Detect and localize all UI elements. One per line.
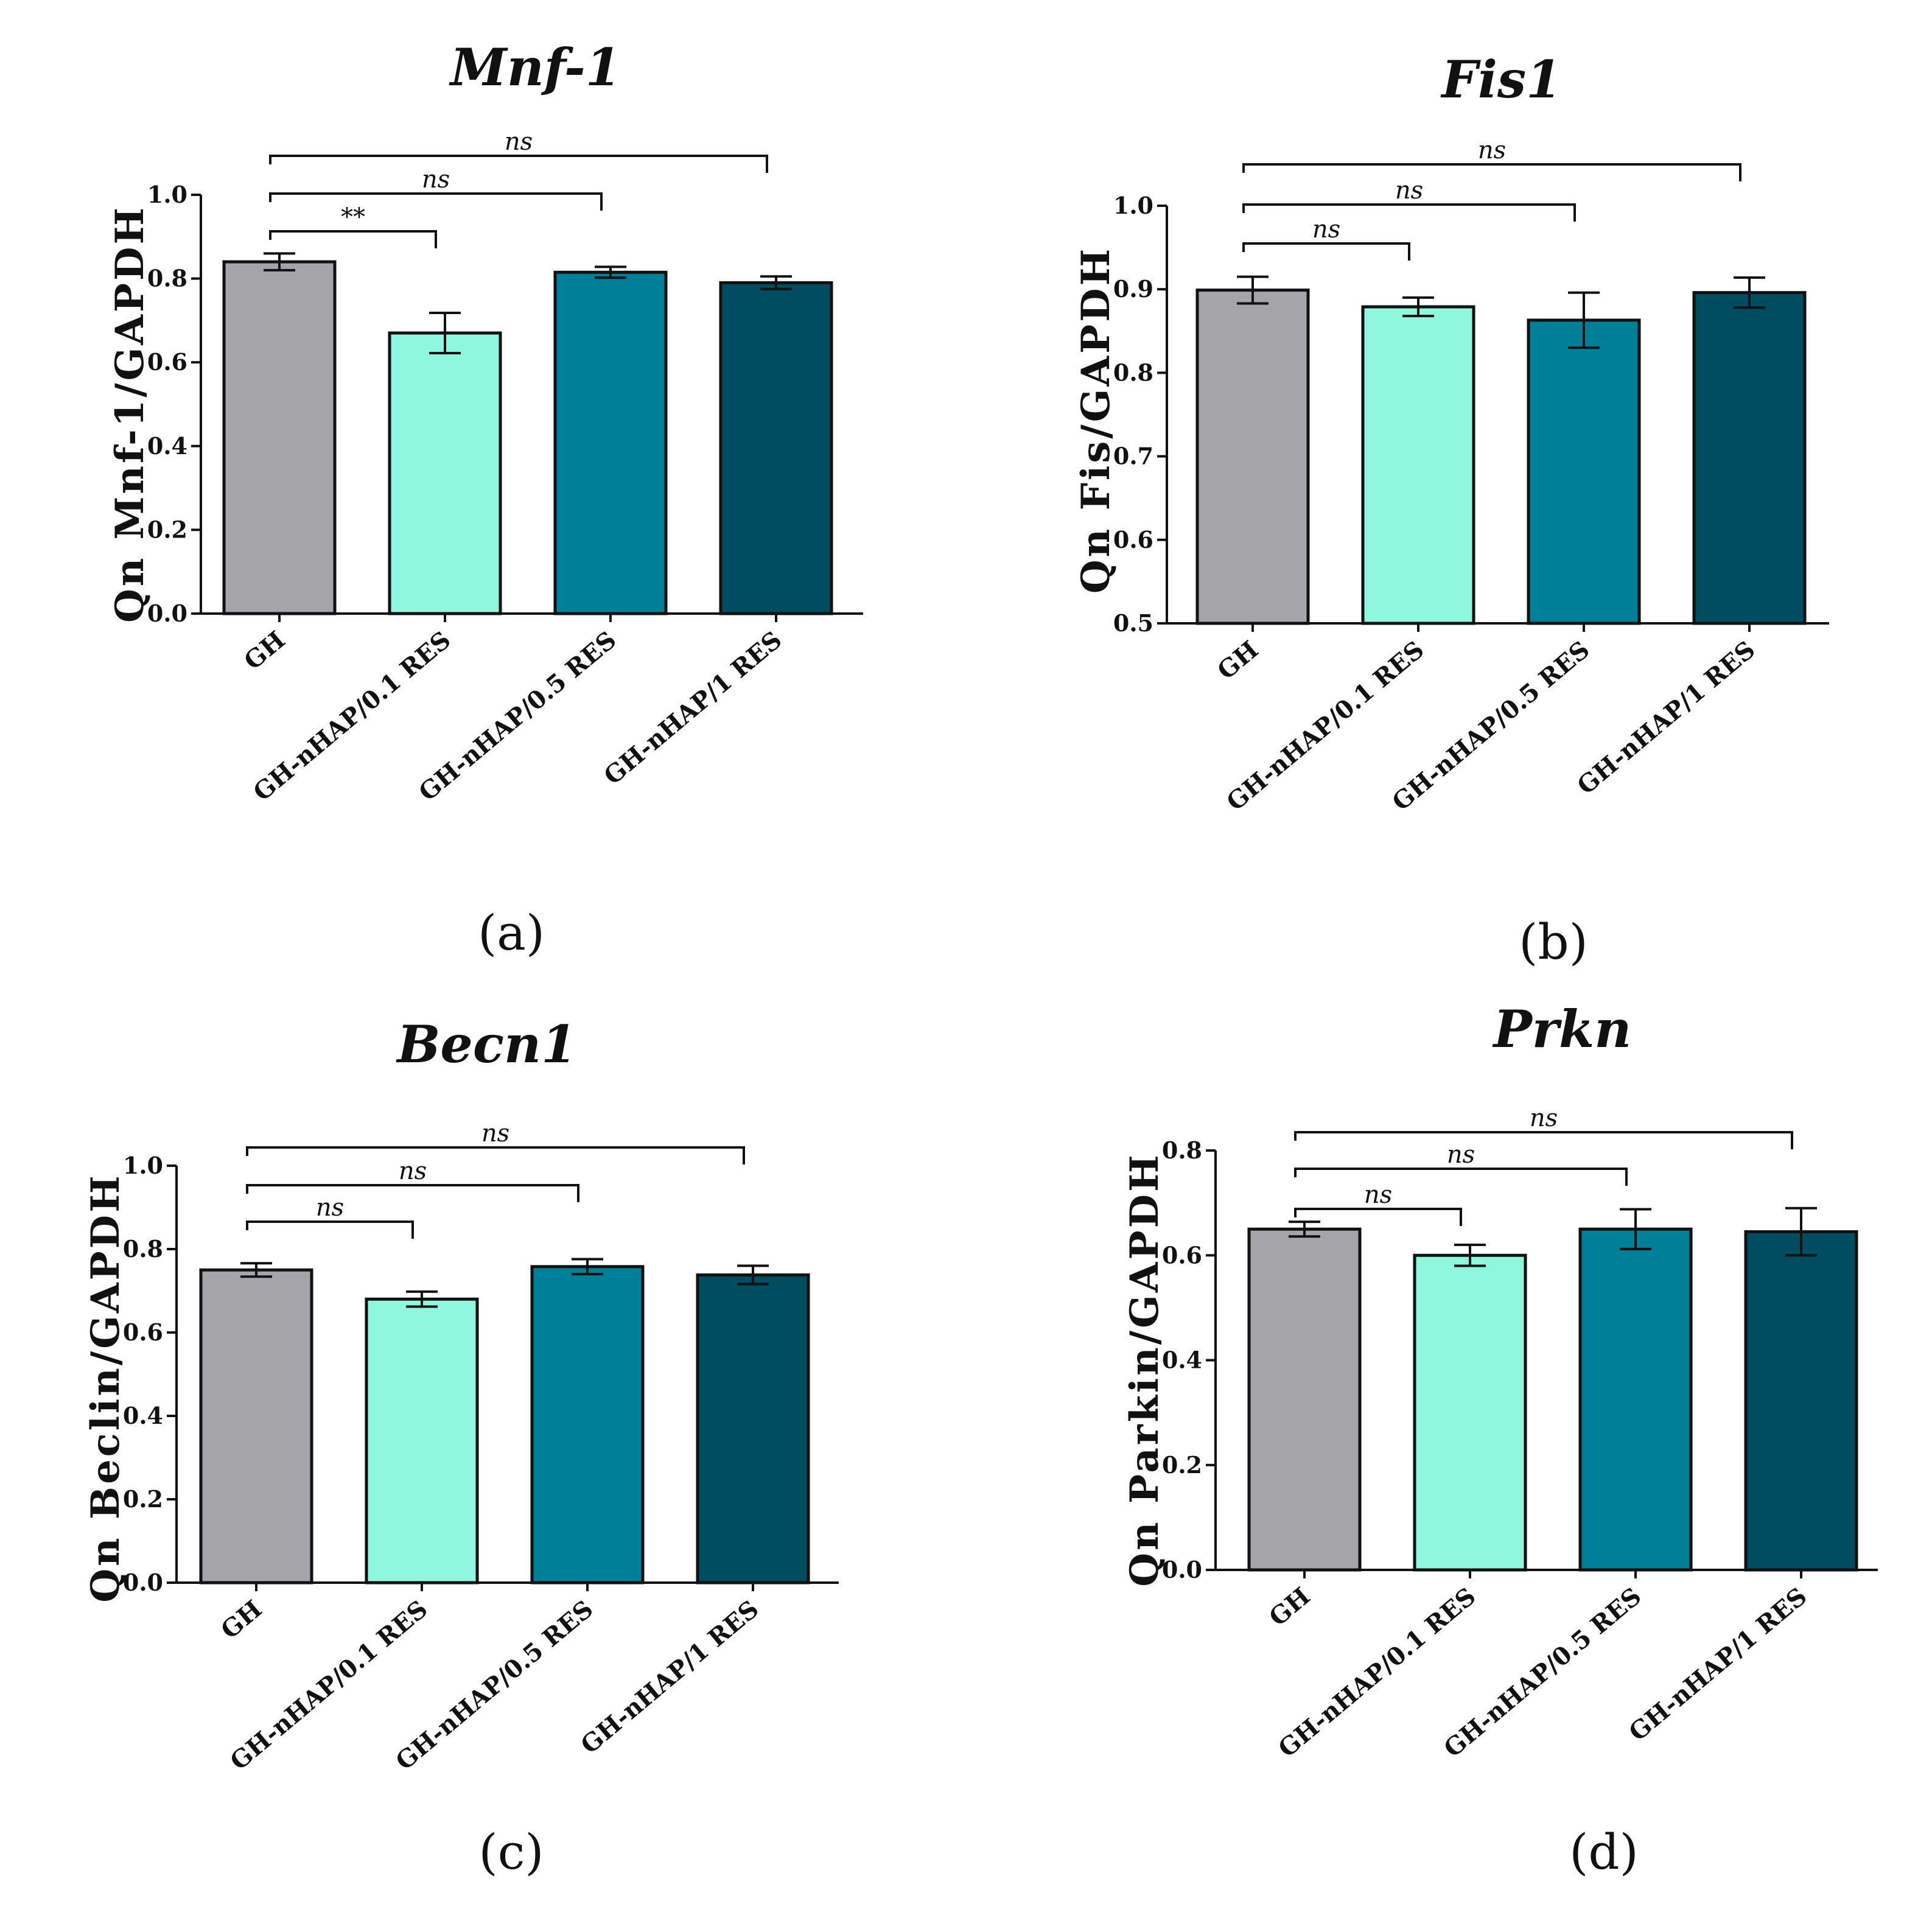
y-tick-label: 0.4	[123, 1402, 163, 1429]
panel-label: (c)	[478, 1824, 544, 1880]
panel-b: Fis1 Qn Fis/GAPDH (b) 0.5 0.6 0.7 0.8 0.9 1.0…	[966, 0, 1932, 970]
x-tick-label: GH-nHAP/1 RES	[1572, 636, 1760, 800]
chart-title: Fis1	[1440, 49, 1561, 110]
significance-bracket	[246, 1146, 745, 1164]
y-tick-label: 0.4	[147, 432, 187, 460]
bar	[1744, 1230, 1858, 1572]
chart-c: Becn1 Qn Beclin/GAPDH (c) 0.0 0.2 0.4 0.6 0.…	[83, 1014, 839, 1880]
significance-bracket	[269, 155, 768, 173]
y-axis-label: Qn Beclin/GAPDH	[83, 1173, 128, 1602]
significance-bracket	[1242, 163, 1741, 181]
significance-bracket	[246, 1184, 579, 1202]
chart-b: Fis1 Qn Fis/GAPDH (b) 0.5 0.6 0.7 0.8 0.9 1.0…	[1073, 49, 1829, 970]
bar	[388, 331, 502, 615]
y-tick-label: 0.7	[1113, 443, 1153, 470]
significance-label: ns	[1364, 1181, 1392, 1209]
significance-label: ns	[316, 1194, 344, 1222]
chart-title: Prkn	[1493, 999, 1632, 1059]
significance-bracket	[269, 192, 603, 211]
y-tick-label: 1.0	[123, 1152, 163, 1179]
y-axis-label: Qn Fis/GAPDH	[1073, 247, 1119, 594]
y-tick-label: 0.5	[1113, 609, 1153, 637]
x-tick-label: GH-nHAP/1 RES	[1623, 1582, 1812, 1747]
y-axis-label: Qn Mnf-1/GAPDH	[107, 205, 153, 623]
x-tick-label: GH-nHAP/1 RES	[598, 626, 787, 791]
significance-label: ns	[399, 1157, 427, 1185]
y-tick-label: 0.8	[147, 265, 187, 292]
panel-label: (d)	[1569, 1824, 1639, 1880]
y-tick-label: 0.0	[1162, 1556, 1202, 1583]
panel-label: (a)	[478, 905, 545, 961]
significance-bracket	[1294, 1131, 1793, 1149]
significance-bracket	[1294, 1168, 1628, 1186]
bar	[1413, 1253, 1527, 1572]
x-tick-label: GH	[215, 1595, 267, 1645]
significance-bracket	[1242, 242, 1410, 261]
significance-label: ns	[481, 1119, 509, 1147]
panel-a: Mnf-1 Qn Mnf-1/GAPDH (a) 0.0 0.2 0.4 0.6 0.8…	[0, 0, 966, 961]
significance-label: ns	[422, 166, 450, 194]
y-tick-label: 1.0	[1113, 192, 1153, 219]
panel-d: Prkn Qn Parkin/GAPDH (d) 0.0 0.2 0.4 0.6 0.8…	[966, 956, 1932, 1911]
bar	[530, 1265, 645, 1585]
y-tick-label: 0.6	[147, 348, 187, 376]
bar	[553, 270, 668, 615]
y-tick-label: 0.2	[123, 1485, 163, 1513]
bar	[1195, 289, 1310, 625]
y-tick-label: 0.6	[123, 1318, 163, 1346]
significance-label: ns	[1395, 177, 1423, 205]
y-tick-label: 1.0	[147, 181, 187, 208]
significance-label: ns	[505, 128, 533, 156]
bar	[1361, 305, 1475, 625]
bar	[365, 1297, 479, 1585]
y-tick-label: 0.8	[123, 1235, 163, 1262]
y-tick-label: 0.8	[1162, 1136, 1202, 1164]
bar	[1578, 1227, 1693, 1572]
bar	[1692, 291, 1807, 625]
significance-label: **	[341, 203, 365, 231]
x-tick-label: GH	[1264, 1582, 1315, 1632]
y-tick-label: 0.4	[1162, 1346, 1202, 1374]
bar	[222, 260, 337, 615]
significance-label: ns	[1478, 136, 1506, 164]
panel-c: Becn1 Qn Beclin/GAPDH (c) 0.0 0.2 0.4 0.6 0.…	[0, 956, 966, 1911]
panel-label: (b)	[1519, 914, 1588, 970]
significance-bracket	[269, 230, 437, 248]
chart-d: Prkn Qn Parkin/GAPDH (d) 0.0 0.2 0.4 0.6 0.8…	[1122, 999, 1878, 1880]
y-tick-label: 0.0	[147, 600, 187, 627]
y-tick-label: 0.6	[1113, 526, 1153, 553]
y-tick-label: 0.9	[1113, 275, 1153, 303]
significance-label: ns	[1312, 215, 1340, 243]
y-tick-label: 0.2	[1162, 1451, 1202, 1479]
significance-label: ns	[1447, 1141, 1475, 1169]
significance-bracket	[1294, 1208, 1462, 1226]
y-axis-label: Qn Parkin/GAPDH	[1122, 1152, 1167, 1586]
x-tick-label: GH	[239, 626, 290, 676]
y-tick-label: 0.2	[147, 516, 187, 543]
chart-title: Mnf-1	[449, 37, 621, 97]
bar	[1527, 318, 1641, 625]
x-tick-label: GH	[1212, 636, 1264, 685]
chart-title: Becn1	[396, 1014, 576, 1074]
y-tick-label: 0.0	[123, 1569, 163, 1596]
bar	[696, 1273, 810, 1585]
chart-a: Mnf-1 Qn Mnf-1/GAPDH (a) 0.0 0.2 0.4 0.6 0.8…	[107, 37, 863, 961]
bar	[1247, 1227, 1362, 1572]
y-tick-label: 0.8	[1113, 359, 1153, 386]
x-tick-label: GH-nHAP/1 RES	[575, 1595, 764, 1760]
y-tick-label: 0.6	[1162, 1241, 1202, 1269]
significance-label: ns	[1530, 1104, 1558, 1132]
bar	[199, 1268, 313, 1585]
bar	[719, 281, 833, 615]
significance-bracket	[246, 1220, 414, 1239]
significance-bracket	[1242, 203, 1576, 222]
